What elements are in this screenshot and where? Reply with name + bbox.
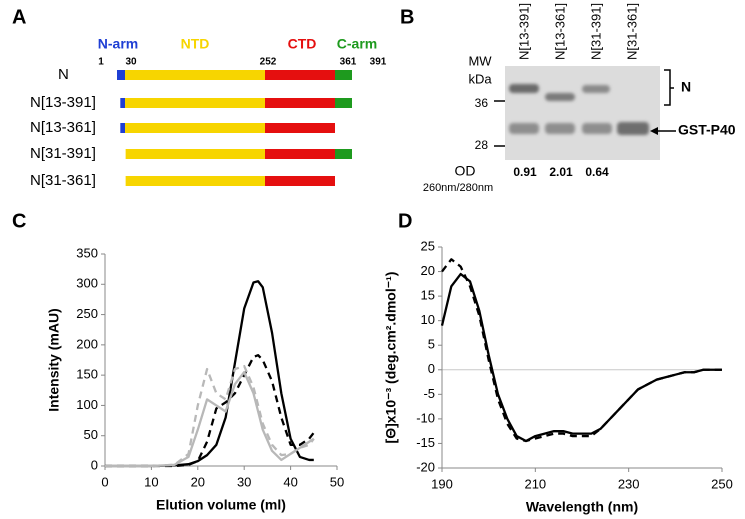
domain-segment — [265, 176, 335, 186]
construct-name: N[13-391] — [30, 94, 96, 111]
od-unit: 260nm/280nm — [423, 182, 493, 194]
domain-segment — [125, 149, 265, 159]
band-label: N — [681, 79, 691, 95]
domain-segment — [120, 123, 125, 133]
domain-segment — [117, 70, 125, 80]
x-tick-label: 20 — [191, 474, 205, 489]
domain-segment — [335, 70, 352, 80]
x-tick-label: 210 — [524, 476, 546, 491]
panel-label: D — [398, 210, 412, 232]
x-tick-label: 30 — [237, 474, 251, 489]
position-label: 391 — [370, 57, 387, 68]
y-tick-label: 5 — [428, 337, 435, 352]
y-tick-label: 350 — [76, 245, 98, 260]
y-tick-label: 50 — [84, 427, 98, 442]
domain-segment — [335, 98, 352, 108]
domain-segment — [265, 123, 335, 133]
domain-segment — [265, 98, 335, 108]
y-axis-label: [Θ]x10⁻³ (deg.cm².dmol⁻¹) — [383, 272, 399, 444]
y-tick-label: 150 — [76, 367, 98, 382]
domain-label: C-arm — [337, 36, 377, 52]
x-axis-label: Wavelength (nm) — [526, 499, 638, 515]
data-line — [440, 272, 722, 443]
band-label: GST-P40 — [678, 122, 736, 138]
data-line — [105, 280, 314, 468]
lane-label: N[13-361] — [552, 3, 567, 60]
y-tick-label: -15 — [416, 435, 435, 450]
position-label: 1 — [98, 57, 104, 68]
x-tick-label: 190 — [431, 476, 453, 491]
construct-name: N[13-361] — [30, 119, 96, 136]
construct-name: N[31-391] — [30, 145, 96, 162]
lane-label: N[31-391] — [588, 3, 603, 60]
panel-label: A — [12, 6, 26, 28]
domain-label: CTD — [288, 36, 317, 52]
od-value: 0.91 — [513, 165, 537, 179]
position-label: 30 — [125, 57, 137, 68]
y-tick-label: -5 — [423, 386, 435, 401]
lane-label: N[31-361] — [624, 3, 639, 60]
y-tick-label: 10 — [421, 312, 435, 327]
x-tick-label: 0 — [101, 474, 108, 489]
mw-unit: kDa — [468, 71, 492, 86]
mw-label: MW — [468, 53, 492, 68]
y-tick-label: 100 — [76, 397, 98, 412]
x-tick-label: 250 — [711, 476, 733, 491]
data-line — [105, 354, 315, 468]
domain-segment — [265, 149, 335, 159]
domain-segment — [125, 176, 265, 186]
y-tick-label: 0 — [91, 457, 98, 472]
position-label: 252 — [260, 57, 277, 68]
marker-label: 28 — [475, 138, 489, 152]
y-axis-label: Intensity (mAU) — [46, 308, 62, 411]
od-label: OD — [455, 163, 476, 179]
x-axis-label: Elution volume (ml) — [156, 497, 286, 513]
y-tick-label: 200 — [76, 336, 98, 351]
y-tick-label: 0 — [428, 361, 435, 376]
domain-segment — [125, 70, 265, 80]
x-tick-label: 230 — [618, 476, 640, 491]
od-value: 0.64 — [585, 165, 609, 179]
y-tick-label: 20 — [421, 263, 435, 278]
lane-label: N[13-391] — [516, 3, 531, 60]
construct-name: N[31-361] — [30, 172, 96, 189]
domain-segment — [335, 149, 352, 159]
y-tick-label: -10 — [416, 410, 435, 425]
marker-label: 36 — [475, 96, 489, 110]
y-tick-label: -20 — [416, 459, 435, 474]
y-tick-label: 15 — [421, 288, 435, 303]
position-label: 361 — [340, 57, 357, 68]
data-line — [441, 258, 722, 443]
domain-segment — [265, 70, 335, 80]
domain-label: N-arm — [98, 36, 138, 52]
construct-name: N — [58, 66, 69, 83]
domain-label: NTD — [181, 36, 210, 52]
gel-image — [494, 66, 676, 160]
domain-segment — [125, 98, 265, 108]
data-line — [105, 364, 315, 468]
x-tick-label: 50 — [330, 474, 344, 489]
x-tick-label: 10 — [144, 474, 158, 489]
x-tick-label: 40 — [283, 474, 297, 489]
panel-label: B — [400, 6, 414, 28]
od-value: 2.01 — [549, 165, 573, 179]
panel-label: C — [12, 210, 26, 232]
domain-segment — [120, 98, 125, 108]
y-tick-label: 300 — [76, 276, 98, 291]
domain-segment — [125, 123, 265, 133]
y-tick-label: 250 — [76, 306, 98, 321]
y-tick-label: 25 — [421, 238, 435, 253]
